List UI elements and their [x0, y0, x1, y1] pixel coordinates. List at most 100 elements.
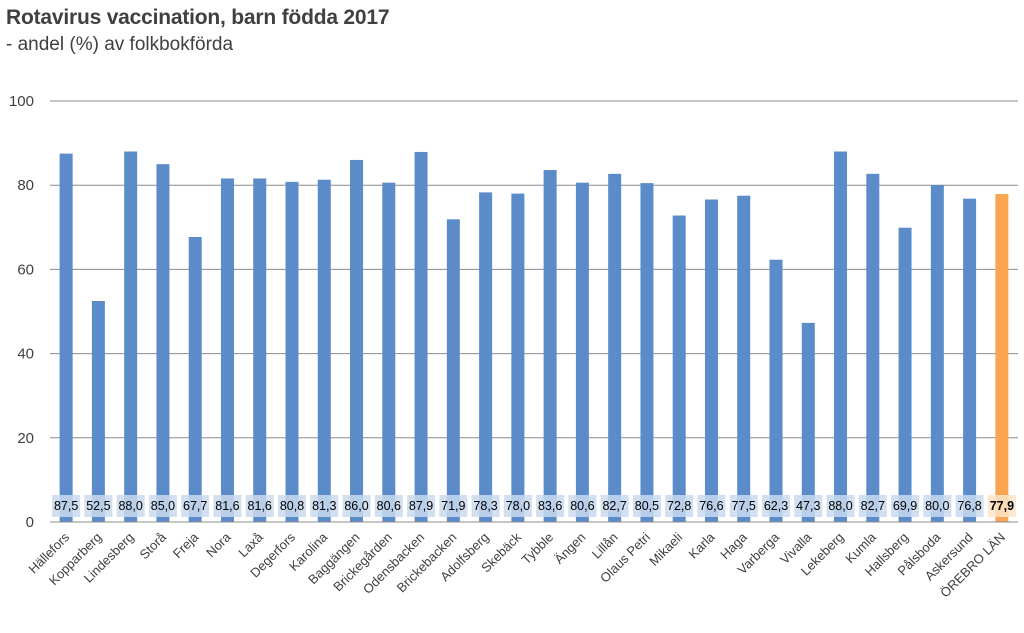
value-label-bg [52, 495, 81, 517]
title-block: Rotavirus vaccination, barn födda 2017 -… [6, 4, 390, 58]
bar [414, 151, 428, 523]
value-label: 81,6 [215, 499, 239, 513]
value-label: 78,0 [506, 499, 530, 513]
value-label-bg [278, 495, 306, 517]
value-label-bg [245, 495, 274, 517]
value-label: 86,0 [344, 499, 368, 513]
value-label: 77,9 [990, 499, 1014, 513]
value-label-bg [665, 495, 694, 517]
chart-title: Rotavirus vaccination, barn födda 2017 [6, 6, 390, 29]
bar [285, 181, 299, 522]
value-label-bg [955, 495, 984, 517]
bar [704, 199, 718, 522]
bar [91, 300, 105, 522]
bar [156, 164, 170, 522]
value-label: 87,5 [54, 499, 78, 513]
value-label: 88,0 [118, 499, 142, 513]
bar [963, 198, 977, 522]
value-label: 81,6 [248, 499, 272, 513]
bar [930, 185, 944, 522]
bar [59, 153, 73, 522]
value-label: 83,6 [538, 499, 562, 513]
value-label: 80,8 [280, 499, 304, 513]
value-label-bg [858, 495, 887, 517]
value-label: 76,6 [699, 499, 723, 513]
y-tick-label: 20 [17, 430, 34, 447]
category-label: Storå [136, 529, 169, 562]
y-tick-label: 0 [26, 514, 34, 531]
category-label: Ängen [551, 530, 588, 567]
value-label: 80,5 [635, 499, 659, 513]
bar [220, 178, 234, 523]
value-label: 47,3 [796, 499, 820, 513]
category-label: Mikaeli [646, 529, 685, 568]
value-label: 77,5 [732, 499, 756, 513]
bar [608, 173, 622, 522]
value-label-bg [342, 495, 371, 517]
value-label: 88,0 [828, 499, 852, 513]
value-label-bg [923, 495, 952, 517]
value-label-bg [439, 495, 468, 517]
y-tick-label: 100 [9, 93, 34, 110]
value-label-bg [213, 495, 242, 517]
value-label-bg [762, 495, 790, 517]
value-label: 82,7 [602, 499, 626, 513]
value-label-bg [407, 495, 436, 517]
category-label: Freja [170, 529, 202, 561]
y-tick-label: 80 [17, 177, 34, 194]
value-label-bg [181, 495, 210, 517]
bar [188, 236, 202, 522]
bar [575, 182, 589, 522]
value-label: 78,3 [473, 499, 497, 513]
value-label-bg [794, 495, 823, 517]
value-label-bg [697, 495, 726, 517]
value-label: 87,9 [409, 499, 433, 513]
value-label-bg [503, 495, 532, 517]
value-label: 76,8 [957, 499, 981, 513]
value-label: 62,3 [764, 499, 788, 513]
bar [834, 151, 848, 522]
bar [543, 170, 557, 522]
value-label: 80,6 [377, 499, 401, 513]
bar [672, 215, 686, 522]
bar [317, 179, 331, 523]
value-label-bg [729, 495, 758, 517]
value-label: 80,6 [570, 499, 594, 513]
bar [995, 194, 1009, 522]
value-label: 69,9 [893, 499, 917, 513]
value-label-bg [600, 495, 629, 517]
category-label: Nora [203, 529, 234, 560]
value-label-bg [987, 495, 1016, 517]
value-label: 67,7 [183, 499, 207, 513]
value-label-bg [148, 495, 177, 517]
value-label: 80,0 [925, 499, 949, 513]
bar [446, 219, 460, 522]
value-label-bg [632, 495, 661, 517]
value-label-bg [536, 495, 565, 517]
value-label-bg [826, 495, 855, 517]
chart-subtitle: - andel (%) av folkbokförda [6, 34, 234, 55]
value-label-bg [84, 495, 113, 517]
bar [382, 182, 396, 522]
value-label: 82,7 [861, 499, 885, 513]
y-tick-label: 60 [17, 261, 34, 278]
bar [769, 259, 783, 522]
y-tick-label: 40 [17, 346, 34, 363]
value-label: 71,9 [441, 499, 465, 513]
bar [479, 192, 493, 522]
value-label-bg [116, 495, 145, 517]
bar [253, 178, 267, 523]
bar [866, 173, 880, 522]
value-label: 72,8 [667, 499, 691, 513]
value-label-bg [310, 495, 339, 517]
value-label: 81,3 [312, 499, 336, 513]
value-label-bg [891, 495, 920, 517]
category-label: Tybble [519, 530, 557, 568]
value-label-bg [568, 495, 597, 517]
bar [801, 322, 815, 522]
bar [124, 151, 138, 522]
value-label: 52,5 [86, 499, 110, 513]
bar [737, 195, 751, 522]
bar [350, 159, 364, 522]
